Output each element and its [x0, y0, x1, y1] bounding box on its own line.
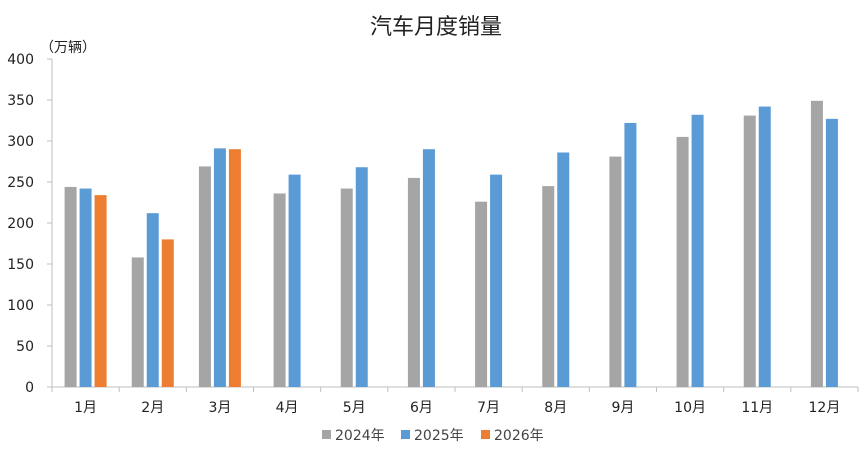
bar	[422, 149, 435, 387]
y-tick-label: 250	[7, 175, 34, 191]
legend-label: 2026年	[494, 428, 544, 444]
y-tick-label: 50	[16, 339, 34, 355]
legend-swatch	[322, 430, 331, 439]
legend-label: 2025年	[414, 428, 464, 444]
y-tick-label: 150	[7, 257, 34, 273]
bar	[676, 136, 689, 387]
x-tick-label: 6月	[410, 400, 433, 416]
bar	[131, 257, 144, 387]
x-axis-ticks: 1月 2月 3月 4月 5月 6月 7月 8月 9月 10月 11月 12月	[51, 387, 859, 416]
bar	[161, 239, 174, 387]
bar	[288, 174, 301, 387]
x-tick-label: 11月	[741, 400, 773, 416]
y-axis-unit-label: （万辆）	[40, 40, 96, 56]
bar	[542, 186, 555, 387]
bar	[691, 114, 704, 387]
bar	[79, 188, 92, 387]
bar	[825, 118, 838, 388]
y-tick-label: 0	[25, 380, 34, 396]
legend: 2024年 2025年 2026年	[322, 428, 544, 444]
bar	[810, 100, 823, 387]
bar	[198, 166, 211, 387]
bar	[743, 115, 756, 387]
x-tick-label: 10月	[674, 400, 706, 416]
x-tick-label: 12月	[809, 400, 841, 416]
x-tick-label: 5月	[343, 400, 366, 416]
bar	[758, 106, 771, 387]
bar	[609, 156, 622, 387]
bar	[340, 188, 353, 387]
bar	[64, 186, 77, 387]
bars	[64, 100, 838, 388]
bar	[557, 152, 570, 387]
bar	[475, 201, 488, 387]
bar	[146, 213, 159, 387]
legend-label: 2024年	[335, 428, 385, 444]
x-tick-label: 9月	[611, 400, 634, 416]
y-tick-label: 100	[7, 298, 34, 314]
y-tick-label: 200	[7, 216, 34, 232]
y-tick-label: 350	[7, 93, 34, 109]
legend-swatch	[481, 430, 490, 439]
bar	[228, 149, 241, 387]
y-tick-label: 400	[7, 52, 34, 68]
y-axis-ticks: 0 50 100 150 200 250 300 350 400	[7, 52, 52, 396]
legend-swatch	[401, 430, 410, 439]
x-tick-label: 8月	[544, 400, 567, 416]
bar	[355, 167, 368, 387]
x-tick-label: 3月	[208, 400, 231, 416]
y-tick-label: 300	[7, 134, 34, 150]
bar	[94, 195, 107, 387]
bar	[624, 122, 637, 388]
chart-title: 汽车月度销量	[370, 15, 502, 40]
bar	[407, 177, 420, 387]
x-tick-label: 1月	[74, 400, 97, 416]
bar	[213, 148, 226, 387]
bar	[490, 174, 503, 387]
x-tick-label: 2月	[141, 400, 164, 416]
bar	[273, 193, 286, 387]
x-tick-label: 7月	[477, 400, 500, 416]
x-tick-label: 4月	[276, 400, 299, 416]
